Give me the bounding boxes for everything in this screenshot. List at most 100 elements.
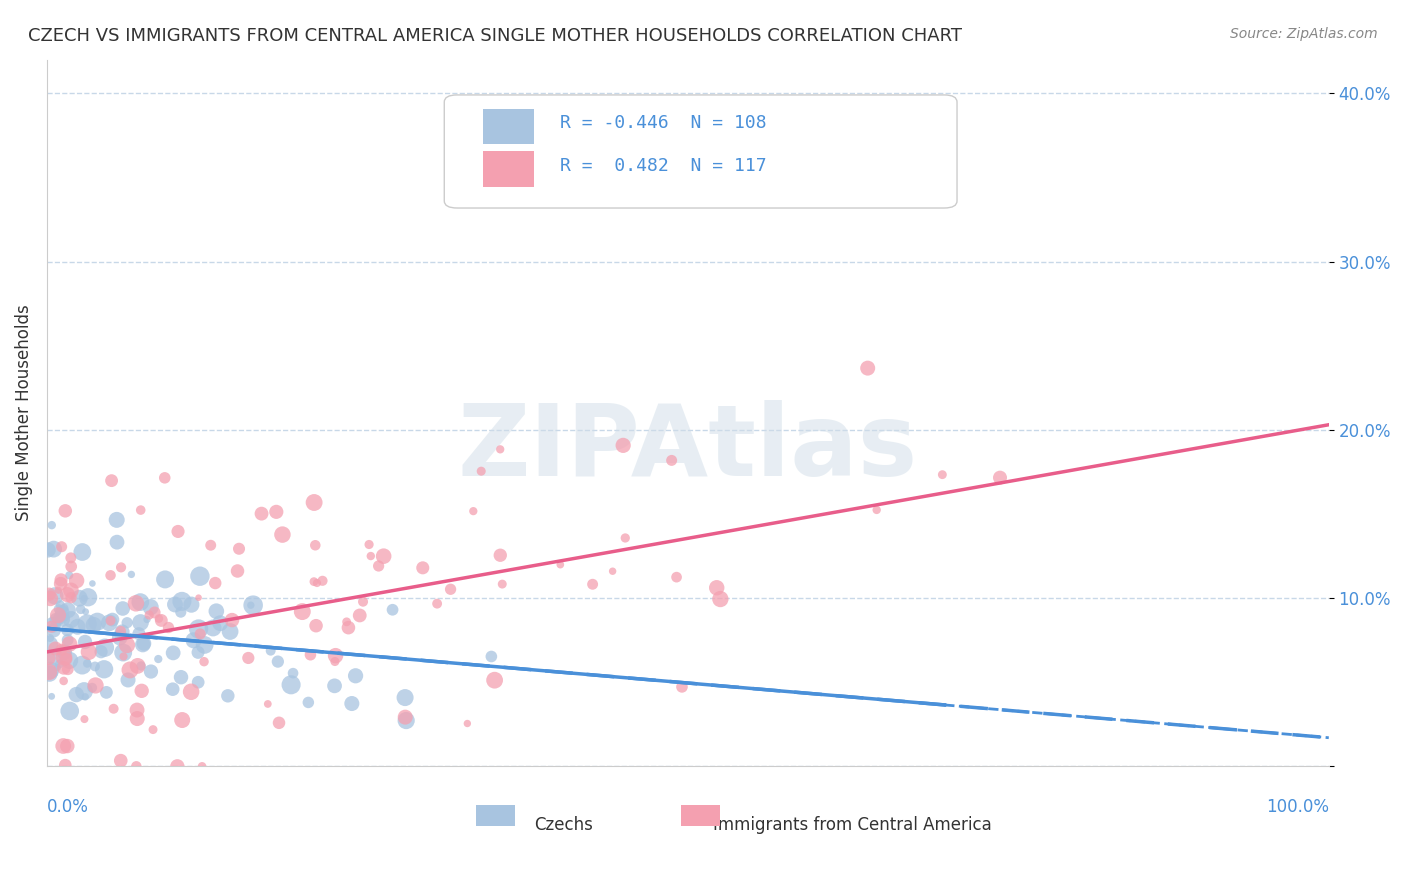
Point (111, 624, 134, 639)
Point (352, 595, 374, 609)
Point (219, 624, 242, 639)
Point (323, 655, 346, 669)
Point (66, 620, 89, 634)
Point (41, 690, 63, 704)
Point (305, 576, 328, 591)
Text: CZECH VS IMMIGRANTS FROM CENTRAL AMERICA SINGLE MOTHER HOUSEHOLDS CORRELATION CH: CZECH VS IMMIGRANTS FROM CENTRAL AMERICA… (28, 27, 962, 45)
Point (41, 620, 63, 634)
Point (110, 754, 132, 768)
Point (239, 598, 262, 612)
Point (115, 638, 138, 652)
Point (49, 573, 72, 587)
Point (188, 569, 211, 583)
Bar (482, 152, 534, 186)
Point (194, 638, 217, 652)
Point (856, 361, 879, 376)
Text: 0.0%: 0.0% (46, 798, 89, 816)
Point (204, 576, 226, 591)
Point (336, 615, 359, 629)
Point (139, 665, 162, 679)
Point (115, 615, 138, 630)
Point (337, 621, 360, 635)
Point (297, 695, 319, 709)
Point (84, 678, 107, 692)
Point (56, 623, 79, 637)
Point (56, 632, 79, 647)
Point (77, 591, 100, 605)
Point (193, 655, 215, 669)
Point (489, 548, 512, 562)
Point (38, 651, 60, 665)
Point (250, 507, 273, 521)
Point (53, 758, 76, 772)
Point (132, 638, 155, 652)
Point (367, 559, 389, 574)
Point (72, 545, 94, 559)
Point (357, 537, 380, 551)
Point (46, 583, 69, 598)
Point (163, 598, 186, 612)
Point (60, 591, 83, 605)
Point (988, 470, 1011, 484)
Point (82, 576, 104, 591)
Point (51, 642, 73, 657)
Point (291, 605, 314, 619)
Point (305, 618, 328, 632)
Point (103, 702, 125, 716)
Point (325, 648, 347, 663)
Text: R = -0.446  N = 108: R = -0.446 N = 108 (560, 114, 766, 132)
Point (38, 638, 60, 652)
Point (38, 665, 60, 679)
Point (349, 608, 371, 623)
Point (38, 587, 60, 601)
Point (45, 613, 67, 627)
Point (108, 631, 131, 645)
Point (49, 598, 72, 612)
Point (56, 588, 79, 602)
Point (125, 596, 148, 610)
Point (125, 759, 148, 773)
Point (117, 673, 139, 687)
Point (53, 601, 76, 615)
Point (94, 640, 117, 655)
Point (44, 650, 66, 665)
Point (110, 629, 132, 643)
Point (129, 615, 152, 630)
Point (69, 602, 91, 616)
Point (242, 598, 264, 612)
Point (105, 513, 128, 527)
Point (44, 641, 66, 656)
Point (129, 503, 152, 517)
Point (105, 535, 128, 549)
Point (129, 659, 152, 673)
Point (70, 658, 93, 673)
Point (56, 662, 79, 676)
Point (180, 685, 202, 699)
Point (73, 684, 96, 698)
Point (59, 583, 82, 598)
Point (101, 613, 124, 627)
Point (76, 657, 98, 671)
Point (39, 591, 62, 606)
Point (49, 611, 72, 625)
Point (127, 712, 149, 726)
Point (53, 504, 76, 518)
Point (183, 633, 205, 648)
Point (111, 601, 134, 615)
Point (55, 610, 77, 624)
Point (60, 612, 83, 626)
Point (53, 645, 76, 659)
Point (299, 648, 322, 662)
Point (90, 645, 112, 659)
Point (75, 635, 97, 649)
Point (148, 652, 170, 666)
Point (489, 442, 512, 457)
Text: Immigrants from Central America: Immigrants from Central America (713, 816, 993, 834)
Point (602, 564, 624, 578)
Point (188, 627, 211, 641)
Point (48, 602, 70, 616)
Point (266, 505, 288, 519)
Point (86, 615, 108, 629)
Point (65, 574, 87, 588)
Point (127, 659, 149, 673)
